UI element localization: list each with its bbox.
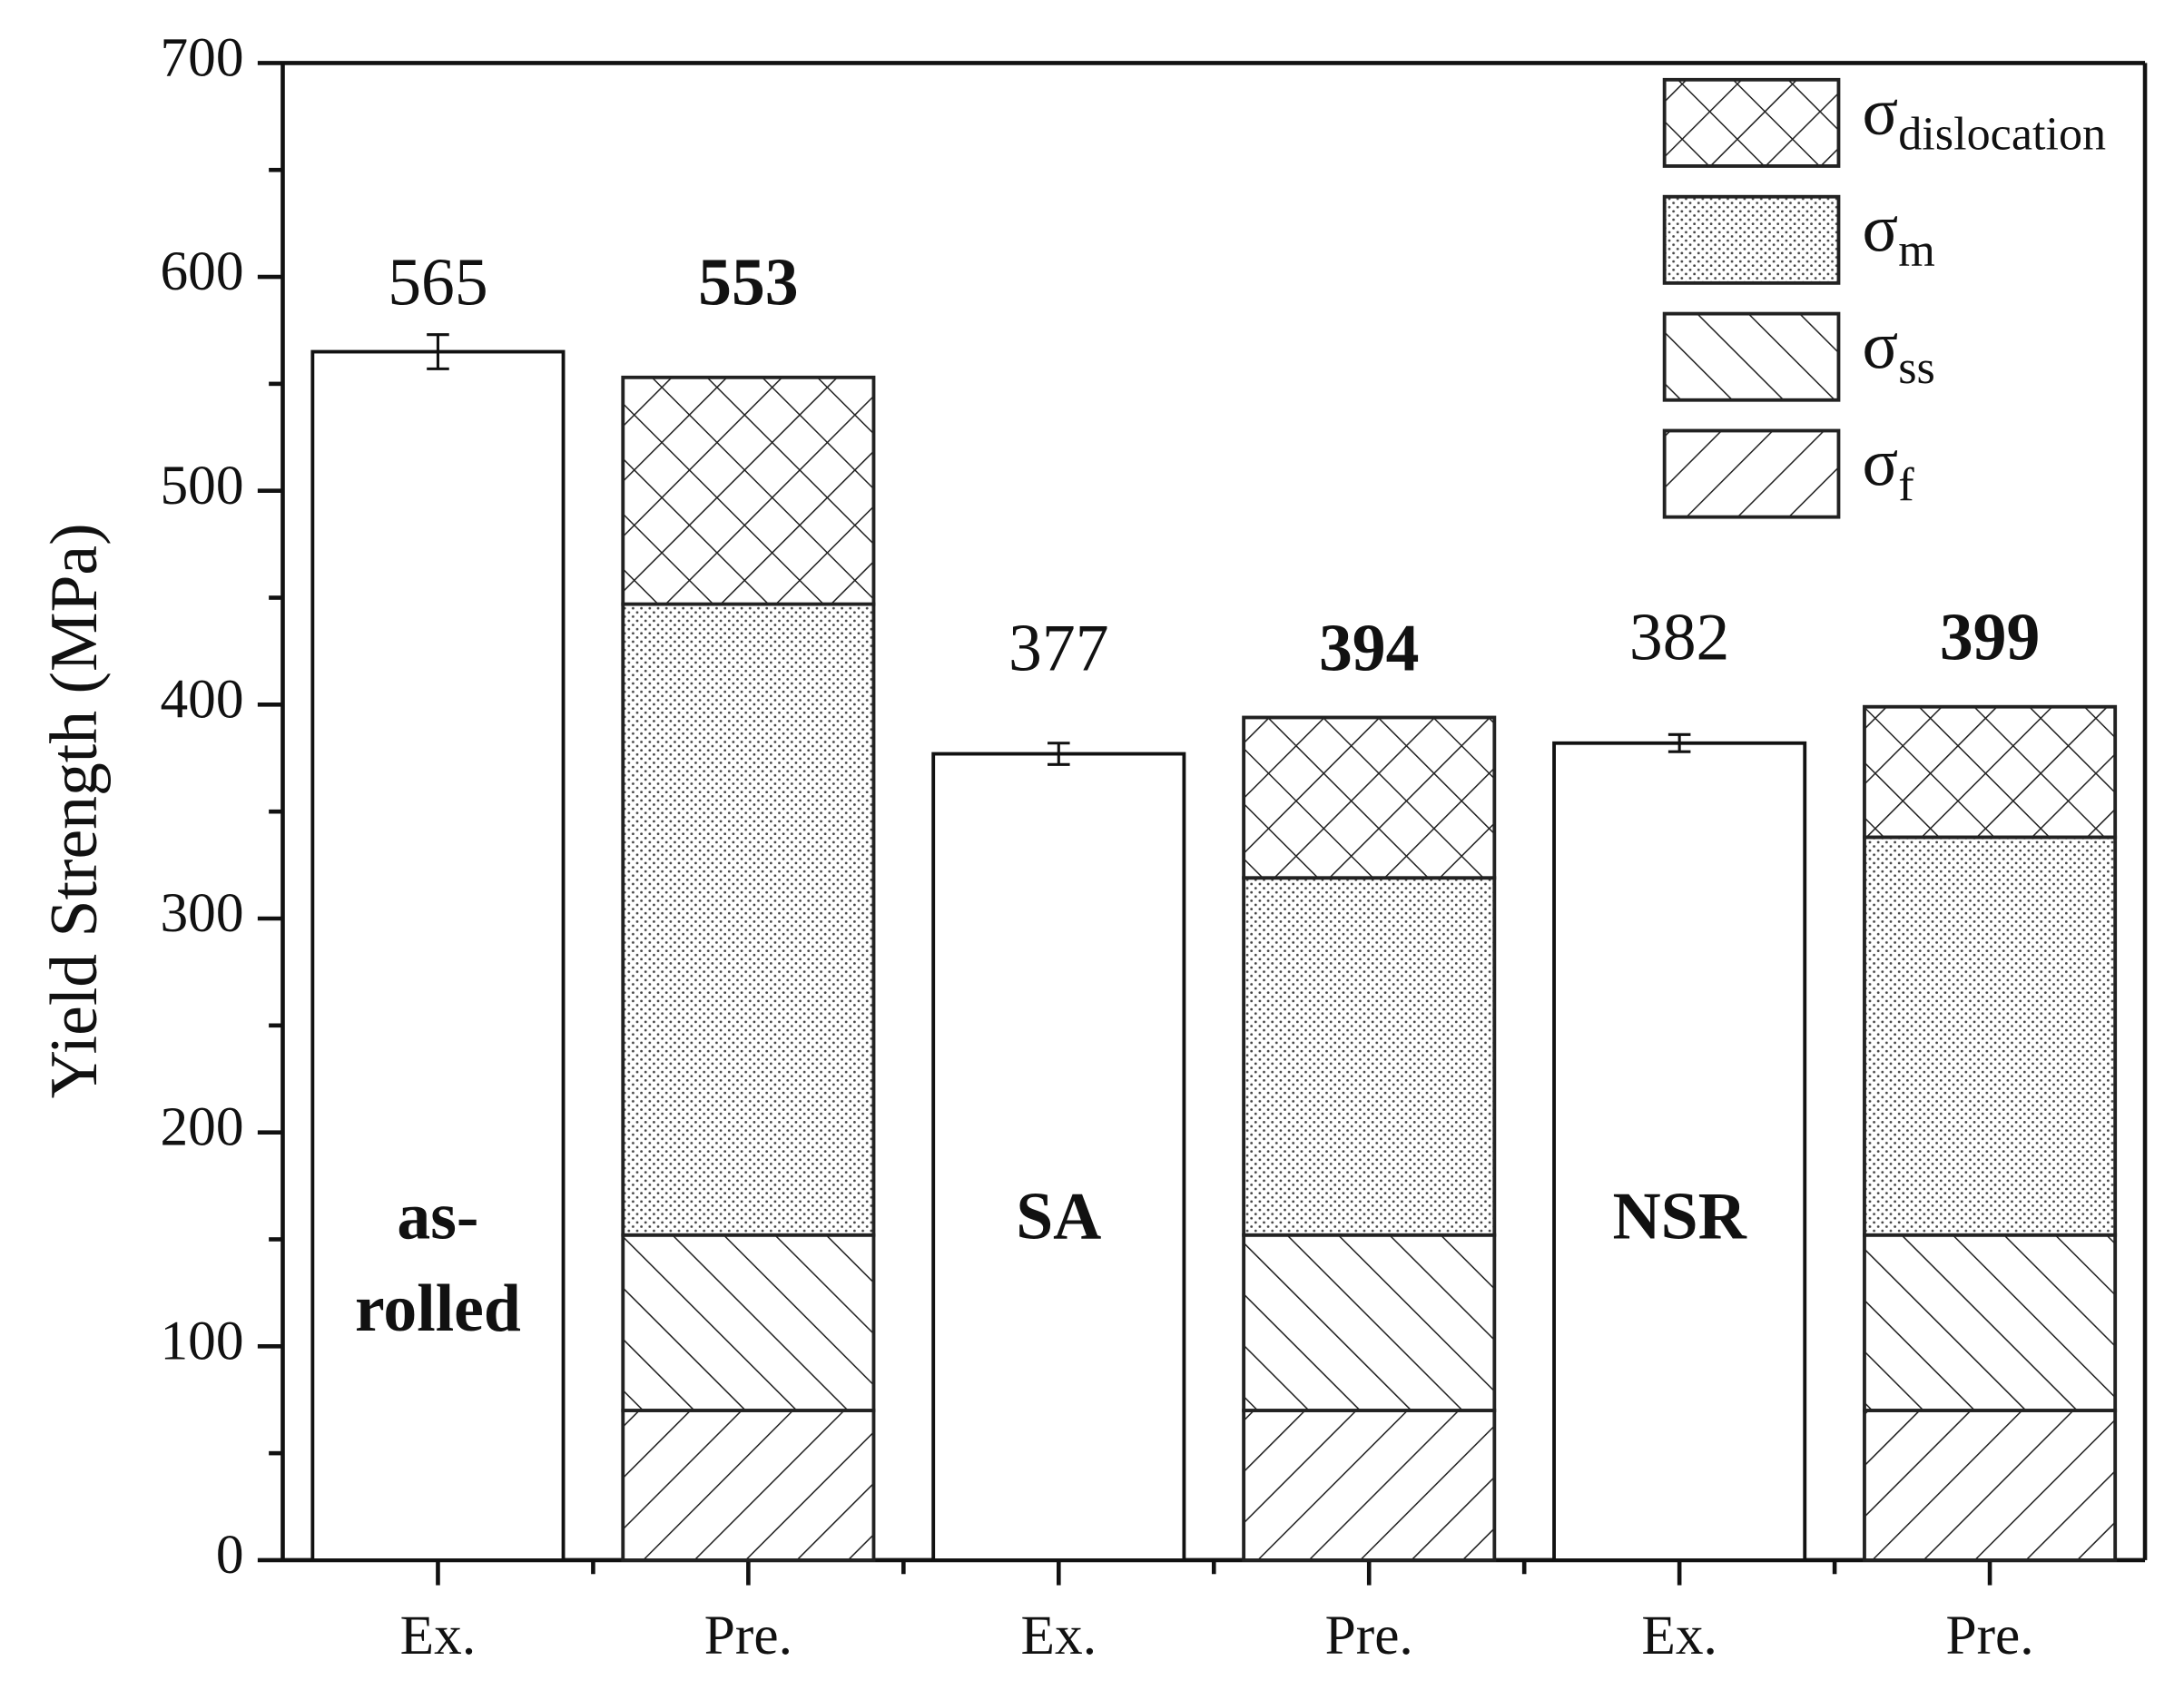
legend-symbol: σ bbox=[1863, 74, 1899, 149]
y-tick-label: 300 bbox=[160, 882, 243, 944]
legend-subscript: f bbox=[1898, 459, 1914, 511]
x-tick-label: Ex. bbox=[400, 1605, 477, 1666]
legend-label: σm bbox=[1863, 192, 1935, 278]
bar bbox=[310, 349, 566, 1562]
bar-segment bbox=[1863, 704, 2118, 840]
bar-segment bbox=[1863, 1233, 2118, 1412]
value-label: 394 bbox=[1319, 610, 1419, 684]
y-tick-label: 600 bbox=[160, 241, 243, 302]
error-bar bbox=[1048, 742, 1070, 766]
group-label: rolled bbox=[355, 1271, 521, 1345]
x-tick-label: Ex. bbox=[1021, 1605, 1097, 1666]
bar bbox=[931, 752, 1186, 1562]
value-label: 553 bbox=[698, 244, 798, 319]
bar-segment bbox=[1242, 715, 1497, 880]
x-tick-label: Pre. bbox=[1325, 1605, 1413, 1666]
legend-swatch bbox=[1662, 194, 1841, 285]
bar-segment bbox=[1863, 835, 2118, 1237]
error-bar bbox=[427, 333, 449, 370]
x-tick-label: Pre. bbox=[704, 1605, 792, 1666]
group-label: NSR bbox=[1612, 1179, 1746, 1253]
legend-symbol: σ bbox=[1863, 425, 1899, 499]
legend-swatch bbox=[1662, 428, 1841, 519]
legend-swatch bbox=[1662, 77, 1841, 168]
y-axis-title: Yield Strength (MPa) bbox=[36, 523, 111, 1098]
legend-label: σss bbox=[1863, 308, 1935, 394]
y-tick-label: 700 bbox=[160, 26, 243, 88]
legend-symbol: σ bbox=[1863, 308, 1899, 382]
value-label: 565 bbox=[388, 244, 487, 319]
y-tick-label: 100 bbox=[160, 1310, 243, 1371]
legend-symbol: σ bbox=[1863, 192, 1899, 266]
legend-subscript: ss bbox=[1898, 342, 1935, 394]
group-label: as- bbox=[397, 1179, 478, 1253]
bar-segment bbox=[1242, 1409, 1497, 1562]
bar bbox=[1552, 741, 1807, 1562]
y-tick-label: 200 bbox=[160, 1096, 243, 1158]
legend-subscript: m bbox=[1898, 225, 1935, 277]
group-label: SA bbox=[1016, 1179, 1101, 1253]
bar-segment bbox=[1863, 1409, 2118, 1562]
y-tick-label: 0 bbox=[216, 1524, 244, 1586]
legend-subscript: dislocation bbox=[1898, 108, 2106, 160]
bar-segment bbox=[621, 1409, 876, 1562]
legend-swatch bbox=[1662, 311, 1841, 402]
bar-segment bbox=[621, 602, 876, 1237]
value-label: 377 bbox=[1008, 610, 1108, 684]
value-label: 382 bbox=[1629, 600, 1729, 674]
bar-segment bbox=[621, 1233, 876, 1412]
x-tick-label: Pre. bbox=[1946, 1605, 2034, 1666]
error-bar bbox=[1668, 732, 1691, 753]
y-tick-label: 500 bbox=[160, 455, 243, 516]
y-tick-label: 400 bbox=[160, 668, 243, 730]
value-label: 399 bbox=[1940, 600, 2040, 674]
bar-segment bbox=[1242, 876, 1497, 1237]
bar-segment bbox=[1242, 1233, 1497, 1412]
bar-segment bbox=[621, 375, 876, 606]
x-tick-label: Ex. bbox=[1641, 1605, 1717, 1666]
legend-label: σdislocation bbox=[1863, 74, 2107, 161]
legend-label: σf bbox=[1863, 425, 1915, 511]
